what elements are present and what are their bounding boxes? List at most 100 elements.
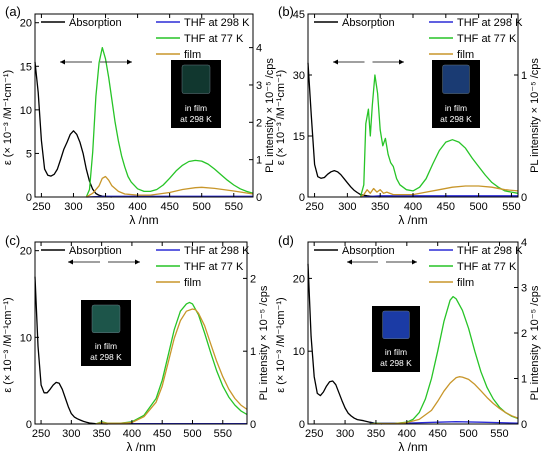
x-tick-label: 500 (193, 201, 211, 213)
x-tick-label: 350 (92, 428, 110, 440)
arrow-right-head (127, 59, 132, 65)
x-axis-title: λ /nm (398, 213, 427, 227)
series-thf77-line (359, 74, 519, 198)
legend-label-film: film (184, 49, 201, 61)
y-left-tick-label: 30 (293, 70, 305, 82)
y-left-tick-label: 20 (20, 18, 32, 30)
x-tick-label: 550 (502, 201, 520, 213)
y-left-tick-label: 10 (293, 346, 305, 358)
x-tick-label: 300 (338, 201, 356, 213)
y-right-tick-label: 0 (256, 192, 262, 204)
x-axis-title: λ /nm (129, 213, 158, 227)
panel-label: (c) (5, 233, 20, 248)
y-right-tick-label: 0 (521, 419, 527, 431)
x-tick-label: 500 (469, 201, 487, 213)
y-left-tick-label: 15 (293, 131, 305, 143)
x-tick-label: 350 (367, 428, 385, 440)
y-left-tick-label: 10 (20, 105, 32, 117)
y-left-axis-title: ε (× 10⁻³ /M⁻¹cm⁻¹) (275, 70, 287, 165)
x-tick-label: 250 (305, 201, 323, 213)
y-right-tick-label: 4 (521, 237, 527, 249)
inset-caption-line1: in film (95, 341, 117, 351)
legend-label-thf77: THF at 77 K (184, 261, 244, 273)
y-left-tick-label: 20 (20, 246, 32, 258)
y-left-tick-label: 0 (26, 192, 32, 204)
x-tick-label: 300 (336, 428, 354, 440)
arrow-right-head (135, 259, 140, 265)
x-tick-label: 350 (371, 201, 389, 213)
legend-label-thf298: THF at 298 K (457, 17, 523, 29)
x-tick-label: 400 (404, 201, 422, 213)
x-tick-label: 350 (96, 201, 114, 213)
inset-sample-glow (181, 64, 211, 94)
legend-label-absorption: Absorption (342, 17, 395, 29)
x-tick-label: 500 (183, 428, 201, 440)
y-right-axis-title: PL intensity × 10⁻⁵ /cps (264, 58, 276, 173)
y-right-tick-label: 2 (256, 117, 262, 129)
arrow-left-head (347, 259, 352, 265)
inset-caption-line2: at 298 K (180, 114, 212, 124)
series-absorption-line (307, 263, 383, 425)
y-right-tick-label: 4 (256, 43, 262, 55)
series-film-line (369, 376, 519, 425)
x-tick-label: 400 (123, 428, 141, 440)
arrow-right-head (399, 59, 404, 65)
arrow-left-head (333, 59, 338, 65)
arrow-right-head (412, 259, 417, 265)
inset-caption-line1: in film (445, 103, 467, 113)
x-tick-label: 250 (305, 428, 323, 440)
x-tick-label: 300 (64, 201, 82, 213)
y-left-tick-label: 0 (26, 419, 32, 431)
series-film-line (85, 175, 254, 198)
inset-caption-line2: at 298 K (380, 358, 412, 368)
y-right-axis-title: PL intensity × 10⁻⁵ /cps (529, 58, 541, 173)
legend-label-absorption: Absorption (342, 245, 395, 257)
x-tick-label: 450 (160, 201, 178, 213)
y-right-tick-label: 0 (521, 192, 527, 204)
legend-label-absorption: Absorption (69, 17, 122, 29)
x-tick-label: 500 (459, 428, 477, 440)
legend-label-thf298: THF at 298 K (184, 17, 250, 29)
series-absorption-line (307, 62, 381, 198)
y-left-tick-label: 15 (20, 61, 32, 73)
y-right-tick-label: 1 (521, 374, 527, 386)
inset-sample-glow (91, 304, 121, 333)
y-left-tick-label: 0 (299, 419, 305, 431)
inset-caption-line1: in film (385, 347, 407, 357)
x-tick-label: 450 (437, 201, 455, 213)
legend-label-thf77: THF at 77 K (457, 261, 517, 273)
arrow-left-head (68, 259, 73, 265)
series-film-line (95, 308, 248, 425)
series-thf77-line (85, 46, 254, 198)
x-axis-title: λ /nm (398, 440, 427, 454)
arrow-left-head (60, 59, 65, 65)
y-left-axis-title: ε (× 10⁻³ /M⁻¹cm⁻¹) (2, 297, 14, 392)
y-left-axis-title: ε (× 10⁻³ /M⁻¹cm⁻¹) (2, 70, 14, 165)
series-film-line (360, 185, 519, 198)
inset-caption-line2: at 298 K (90, 352, 122, 362)
inset-sample-glow (442, 64, 470, 94)
x-tick-label: 450 (153, 428, 171, 440)
legend-label-film: film (457, 277, 474, 289)
inset-caption-line1: in film (185, 103, 207, 113)
y-left-tick-label: 20 (293, 273, 305, 285)
y-right-tick-label: 1 (521, 70, 527, 82)
y-right-tick-label: 1 (250, 346, 256, 358)
y-right-tick-label: 2 (521, 328, 527, 340)
x-axis-title: λ /nm (126, 440, 155, 454)
y-right-tick-label: 0 (250, 419, 256, 431)
inset-sample-glow (382, 310, 410, 339)
y-right-tick-label: 1 (256, 155, 262, 167)
inset-caption-line2: at 298 K (440, 114, 472, 124)
legend-label-thf298: THF at 298 K (184, 245, 250, 257)
legend-label-thf298: THF at 298 K (457, 245, 523, 257)
legend-label-film: film (457, 49, 474, 61)
panel-label: (d) (278, 233, 294, 248)
plot-frame (34, 13, 254, 198)
panel-a: 250 300 350 400 450 500 550 0 5 10 15 20 0 1 2 3 4 λ /nm ε… (2, 4, 276, 227)
y-right-axis-title: PL intensity × 10⁻⁵ /cps (529, 285, 541, 400)
y-left-tick-label: 0 (299, 192, 305, 204)
x-tick-label: 250 (32, 428, 50, 440)
y-left-tick-label: 5 (26, 148, 32, 160)
